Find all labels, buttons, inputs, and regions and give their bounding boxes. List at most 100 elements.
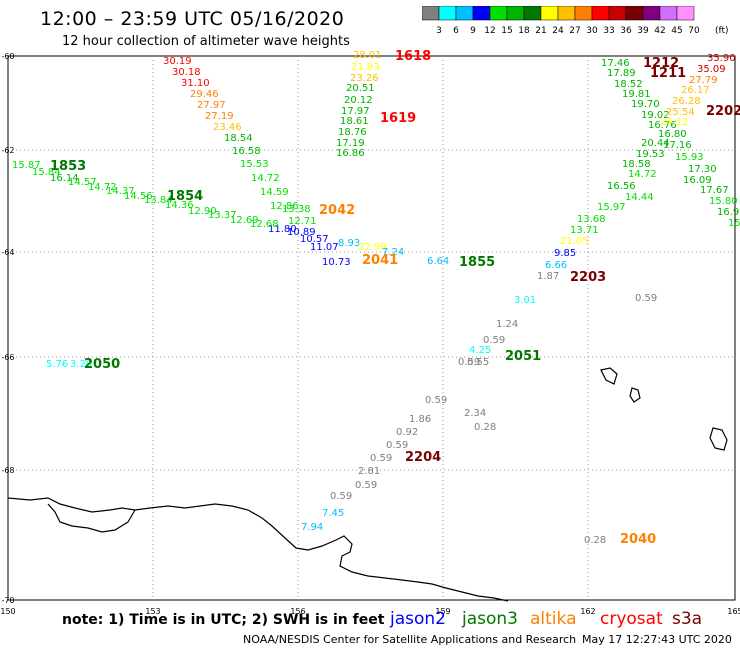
wave-height-label: 0.28: [474, 422, 496, 433]
legend-tick-label: 45: [671, 26, 682, 36]
credit-text: NOAA/NESDIS Center for Satellite Applica…: [243, 633, 577, 646]
wave-height-label: 5.76: [46, 359, 68, 370]
latitude-label: -66: [1, 353, 14, 362]
wave-height-label: 7.24: [382, 247, 404, 258]
wave-height-label: 3.01: [514, 295, 536, 306]
axis-labels: 150 153 156 159 162 165 -60 -62 -64 -66 -68 -70: [0, 52, 740, 616]
satellite-legend-cryosat: cryosat: [600, 609, 663, 629]
wave-height-label: 16.86: [336, 148, 365, 159]
track-id-label: 1211: [650, 66, 686, 81]
wave-height-label: 16.56: [607, 181, 636, 192]
wave-height-label: 17.19: [336, 138, 365, 149]
legend-tick-label: 18: [518, 26, 530, 36]
wave-height-label: 0.59: [330, 491, 352, 502]
legend-tick-label: 33: [603, 26, 614, 36]
wave-height-label: 26.28: [672, 96, 701, 107]
wave-height-label: 10.89: [287, 227, 316, 238]
wave-height-label: 18.52: [614, 79, 643, 90]
wave-height-label: 3.20: [70, 359, 92, 370]
wave-height-label: 30.19: [163, 56, 192, 67]
map-subtitle: 12 hour collection of altimeter wave hei…: [62, 34, 350, 49]
wave-height-label: 0.59: [425, 395, 447, 406]
wave-height-label: 27.79: [689, 75, 718, 86]
wave-height-label: 20.51: [346, 83, 375, 94]
wave-height-label: 2.81: [358, 466, 380, 477]
wave-height-label: 16.58: [232, 146, 261, 157]
longitude-label: 150: [0, 607, 15, 616]
wave-height-label: 7.94: [301, 522, 323, 533]
wave-height-label: 19.70: [631, 99, 660, 110]
wave-height-label: 0.59: [635, 293, 657, 304]
wave-height-label: 0.59: [386, 440, 408, 451]
wave-height-label: 17.16: [663, 140, 692, 151]
wave-height-label: 9.85: [554, 248, 576, 259]
wave-height-label: 11.07: [310, 242, 339, 253]
wave-height-label: 6.66: [545, 260, 567, 271]
latitude-label: -70: [1, 596, 14, 605]
wave-height-label: 16.09: [683, 175, 712, 186]
longitude-label: 153: [145, 607, 160, 616]
wave-height-label: 14.59: [260, 187, 289, 198]
coastline: [7, 497, 509, 602]
wave-height-label: 20.44: [641, 138, 670, 149]
wave-height-label: 24.12: [660, 117, 689, 128]
wave-height-label: 0.92: [396, 427, 418, 438]
satellite-legend-altika: altika: [530, 609, 577, 629]
wave-height-label: 0.59: [370, 453, 392, 464]
map-frame: [7, 55, 736, 601]
track-id-label: 1619: [380, 111, 416, 126]
wave-height-label: 28.01: [353, 50, 382, 61]
wave-height-label: 14.36: [165, 200, 194, 211]
wave-height-label: 14.57: [68, 177, 97, 188]
wave-height-label: 16.76: [648, 120, 677, 131]
wave-height-label: 25.54: [666, 107, 695, 118]
legend-tick-label: 21: [535, 26, 546, 36]
legend-tick-label: 6: [453, 26, 459, 36]
wave-height-label: 10.57: [300, 234, 329, 245]
legend-tick-label: 70: [688, 26, 700, 36]
wave-height-label: 0.28: [584, 535, 606, 546]
wave-height-label: 14.37: [106, 186, 135, 197]
wave-height-label: 35.09: [697, 64, 726, 75]
track-id-label: 1853: [50, 159, 86, 174]
wave-height-label: 19.02: [641, 110, 670, 121]
wave-height-label: 23.26: [350, 73, 379, 84]
wave-height-label: 31.10: [181, 78, 210, 89]
legend-tick-label: 15: [501, 26, 512, 36]
wave-height-label: 19.81: [622, 89, 651, 100]
wave-height-label: 11.80: [268, 224, 297, 235]
wave-height-label: 14.72: [88, 182, 117, 193]
wave-height-label: 18.76: [338, 127, 367, 138]
wave-height-label: 15.93: [675, 152, 704, 163]
track-id-label: 2040: [620, 532, 656, 547]
wave-height-label: 20.12: [344, 95, 373, 106]
track-id-label: 2202: [706, 104, 740, 119]
wave-height-label: 15.84: [32, 167, 61, 178]
wave-height-label: 12.68: [250, 219, 279, 230]
longitude-label: 165: [727, 607, 740, 616]
wave-height-label: 13.38: [282, 204, 311, 215]
track-id-label: 1212: [643, 56, 679, 71]
wave-height-label: 16.14: [50, 173, 79, 184]
wave-height-label: 12.86: [270, 201, 299, 212]
wave-height-label: 17.89: [607, 68, 636, 79]
wave-height-labels: 30.1930.1831.1029.4627.9727.1923.4618.54…: [12, 50, 740, 546]
legend-unit: (ft): [715, 26, 728, 36]
island-1: [600, 367, 618, 385]
graticule: [7, 55, 736, 601]
wave-height-label: 15.80: [709, 196, 738, 207]
longitude-label: 162: [580, 607, 595, 616]
wave-height-label: 16.80: [658, 129, 687, 140]
latitude-label: -68: [1, 466, 14, 475]
wave-height-label: 13.37: [208, 210, 237, 221]
wave-height-label: 14.44: [625, 192, 654, 203]
wave-height-label: 13.68: [577, 214, 606, 225]
wave-height-label: 14.56: [124, 191, 153, 202]
wave-height-label: 21.93: [351, 62, 380, 73]
track-id-label: 2203: [570, 270, 606, 285]
wave-height-label: 29.46: [190, 89, 219, 100]
wave-height-label: 1.87: [537, 271, 559, 282]
track-id-label: 2204: [405, 450, 441, 465]
